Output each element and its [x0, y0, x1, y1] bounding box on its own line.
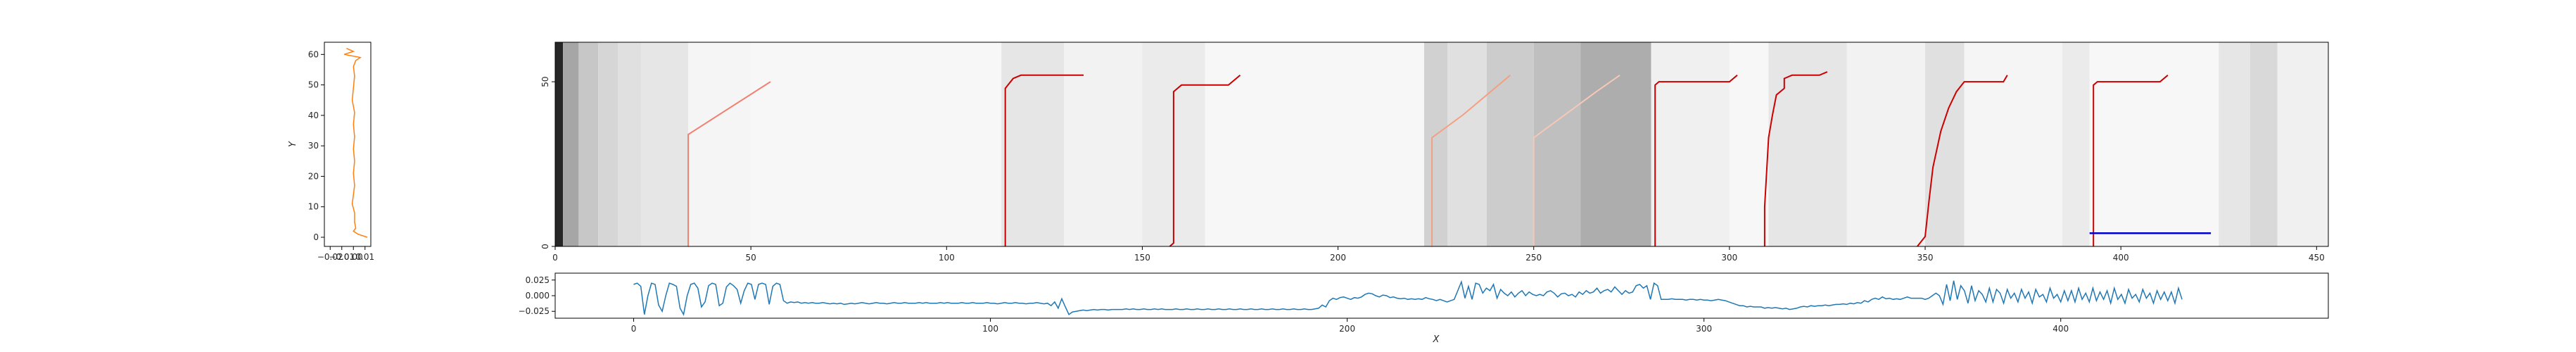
left-y-tick-label: 20 [308, 171, 319, 181]
heatmap-track-4 [1431, 75, 1511, 246]
left-profile-panel: 0 10 20 30 40 50 60 −0.02−0.010.000.01 Y [288, 42, 374, 262]
heatmap-track-5 [1533, 74, 1620, 246]
heatmap-band [1651, 42, 1730, 246]
heatmap-y-tick-label: 50 [540, 76, 550, 87]
heatmap-track-7 [1763, 71, 1828, 246]
heatmap-x-tick-label: 150 [1134, 253, 1150, 263]
heatmap-band [1001, 42, 1065, 246]
heatmap-band [688, 42, 751, 246]
heatmap-band [2062, 42, 2090, 246]
left-y-tick-label: 60 [308, 49, 319, 59]
heatmap-band [2089, 42, 2219, 246]
heatmap-band [555, 42, 564, 246]
left-y-tick-label: 50 [308, 80, 319, 90]
left-x-tick-label: −0.01 [329, 252, 355, 262]
heatmap-track-1 [687, 81, 771, 246]
left-x-tick-label: 0.01 [355, 252, 374, 262]
heatmap-x-tick-label: 0 [552, 253, 558, 263]
left-y-tick-label: 10 [308, 202, 319, 212]
bottom-x-ticks: 0 100 200 300 400 [631, 318, 2069, 334]
heatmap-band [751, 42, 1002, 246]
left-profile-line [343, 48, 368, 238]
heatmap-x-tick-label: 50 [746, 253, 756, 263]
bottom-y-tick-label: −0.025 [519, 306, 550, 316]
left-x-tick-label: 0.00 [344, 252, 363, 262]
heatmap-y-tick-label: 0 [540, 244, 550, 249]
left-y-tick-label: 30 [308, 141, 319, 151]
bottom-y-tick-label: 0.000 [526, 291, 550, 301]
heatmap-band [2277, 42, 2328, 246]
heatmap-band [1486, 42, 1534, 246]
left-x-tick-label: −0.02 [317, 252, 343, 262]
heatmap-band [618, 42, 642, 246]
bottom-x-tick-label: 0 [631, 324, 637, 334]
heatmap-x-tick-label: 250 [1525, 253, 1542, 263]
heatmap-tracks [687, 71, 2212, 247]
heatmap-track-9 [2093, 75, 2169, 246]
bottom-x-tick-label: 100 [982, 324, 998, 334]
heatmap-frame [554, 42, 2329, 247]
left-profile-frame [324, 42, 372, 247]
bottom-x-tick-label: 300 [1696, 324, 1712, 334]
heatmap-bands [555, 42, 2328, 246]
heatmap-track-8 [1917, 75, 2008, 247]
heatmap-band [1964, 42, 2062, 246]
left-y-tick-label: 0 [313, 232, 319, 242]
heatmap-band [1768, 42, 1847, 246]
heatmap-band [2250, 42, 2278, 246]
heatmap-y-ticks: 0 50 [540, 76, 555, 249]
left-y-tick-label: 40 [308, 111, 319, 120]
left-profile-series [343, 48, 368, 238]
heatmap-band [578, 42, 599, 246]
heatmap-band [1925, 42, 1965, 246]
heatmap-band [641, 42, 689, 246]
heatmap-band [1729, 42, 1769, 246]
heatmap-x-ticks: 0 50 100 150 200 250 300 350 400 450 [552, 246, 2325, 263]
heatmap-band [1064, 42, 1143, 246]
bottom-signal-series [633, 279, 2183, 316]
bottom-y-tick-label: 0.025 [526, 275, 550, 285]
heatmap-band [2219, 42, 2250, 246]
heatmap-x-tick-label: 200 [1330, 253, 1346, 263]
heatmap-band [563, 42, 579, 246]
bottom-x-axis-label: X [1433, 334, 1440, 345]
heatmap-track-2 [1004, 74, 1084, 246]
main-heatmap-panel: 0 50 100 150 200 250 300 350 400 450 0 50 [540, 42, 2329, 263]
heatmap-x-tick-label: 100 [939, 253, 955, 263]
left-y-axis-label: Y [288, 141, 298, 147]
heatmap-x-tick-label: 450 [2309, 253, 2325, 263]
heatmap-band [1447, 42, 1487, 246]
bottom-x-tick-label: 200 [1339, 324, 1355, 334]
heatmap-band [1205, 42, 1424, 246]
heatmap-band [1580, 42, 1651, 246]
heatmap-track-3 [1169, 75, 1241, 247]
heatmap-band [598, 42, 618, 246]
left-x-ticks: −0.02−0.010.000.01 [317, 246, 374, 262]
heatmap-band [1533, 42, 1581, 246]
bottom-y-ticks: 0.025 0.000 −0.025 [519, 275, 555, 316]
bottom-signal-line [633, 279, 2183, 316]
bottom-x-tick-label: 400 [2052, 324, 2069, 334]
heatmap-band [1846, 42, 1926, 246]
heatmap-x-tick-label: 350 [1917, 253, 1934, 263]
left-y-ticks: 0 10 20 30 40 50 60 [308, 49, 324, 242]
heatmap-x-tick-label: 400 [2113, 253, 2129, 263]
heatmap-track-6 [1654, 75, 1738, 246]
heatmap-x-tick-label: 300 [1721, 253, 1737, 263]
heatmap-band [1423, 42, 1448, 246]
bottom-signal-panel: 0 100 200 300 400 0.025 0.000 −0.025 X [519, 272, 2329, 345]
